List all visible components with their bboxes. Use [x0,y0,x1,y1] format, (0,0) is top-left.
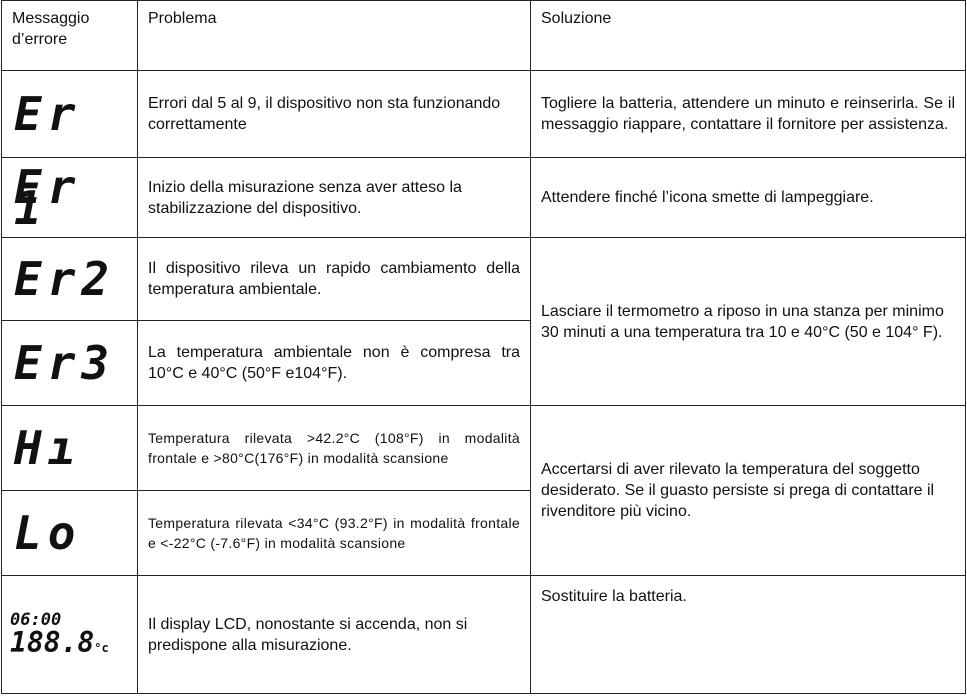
solution: Lasciare il termometro a riposo in una s… [530,237,966,406]
problem: Il dispositivo rileva un rapido cambiame… [137,237,531,321]
header-cell: Soluzione [530,0,966,71]
row: Er Errori dal 5 al 9, il dispositivo non… [1,70,966,158]
lcd-time: 06:00 [10,610,62,630]
problem: Il display LCD, nonostante si accenda, n… [137,575,531,694]
problem: La temperatura ambientale non è compresa… [137,320,531,406]
header-row: Messaggio d’errore Problema Soluzione [1,0,966,71]
solution: Attendere finché l’icona smette di lampe… [530,157,966,238]
lcd-unit: °c [94,641,109,655]
row: Er 1 Inizio della misurazione senza aver… [1,157,966,238]
error-code: Er3 [1,320,138,406]
error-code: Lo [1,490,138,576]
problem: Temperatura rilevata <34°C (93.2°F) in m… [137,490,531,576]
row: Lo Temperatura rilevata <34°C (93.2°F) i… [1,490,966,576]
row: 06:00 188.8°c Il display LCD, nonostante… [1,575,966,694]
solution: Togliere la batteria, attendere un minut… [530,70,966,158]
row: Er2 Il dispositivo rileva un rapido camb… [1,237,966,406]
error-code: Er 1 [1,157,138,238]
problem: Errori dal 5 al 9, il dispositivo non st… [137,70,531,158]
lcd-digits: 188.8 [10,626,95,659]
problem: Temperatura rilevata >42.2°C (108°F) in … [137,405,531,491]
solution: Sostituire la batteria. [530,575,966,694]
header-cell: Problema [137,0,531,71]
solution: Accertarsi di aver rilevato la temperatu… [530,405,966,576]
row: Hı Temperatura rilevata >42.2°C (108°F) … [1,405,966,576]
row: Er3 La temperatura ambientale non è comp… [1,320,966,406]
problem: Inizio della misurazione senza aver atte… [137,157,531,238]
error-code: Hı [1,405,138,491]
error-code: Er [1,70,138,158]
error-code: Er2 [1,237,138,321]
header-cell: Messaggio d’errore [1,0,138,71]
lcd-icon: 06:00 188.8°c [1,575,138,694]
